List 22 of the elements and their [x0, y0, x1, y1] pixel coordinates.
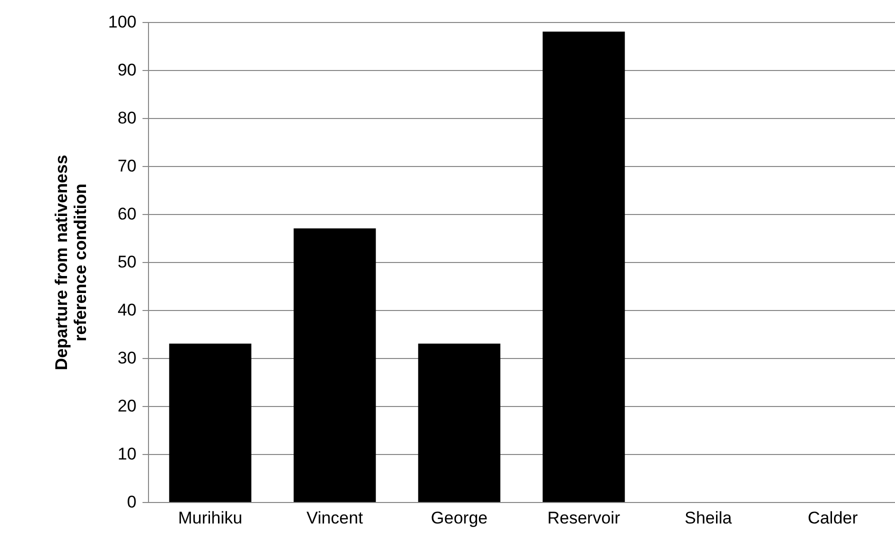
y-tick-label: 40 — [118, 300, 136, 320]
x-tick-label: George — [430, 508, 488, 528]
x-tick-label: Calder — [808, 508, 858, 528]
x-tick-label: Reservoir — [547, 508, 620, 528]
bar — [294, 228, 376, 502]
y-tick-label: 0 — [127, 492, 136, 512]
x-tick-label: Murihiku — [178, 508, 242, 528]
x-tick-label: Vincent — [306, 508, 364, 528]
y-tick-label: 70 — [118, 156, 136, 176]
y-tick-label: 100 — [108, 12, 136, 32]
y-tick-label: 10 — [118, 444, 136, 464]
bar — [418, 344, 500, 502]
y-tick-label: 30 — [118, 348, 136, 368]
y-tick-label: 20 — [118, 396, 136, 416]
bar — [542, 32, 625, 502]
y-tick-label: 50 — [118, 252, 136, 272]
y-tick-label: 80 — [118, 108, 136, 128]
bar — [169, 344, 252, 502]
y-axis-title: Departure from nativeness reference condition — [52, 154, 90, 370]
y-tick-label: 60 — [118, 204, 136, 224]
y-tick-label: 90 — [118, 60, 136, 80]
x-tick-label: Sheila — [684, 508, 732, 528]
